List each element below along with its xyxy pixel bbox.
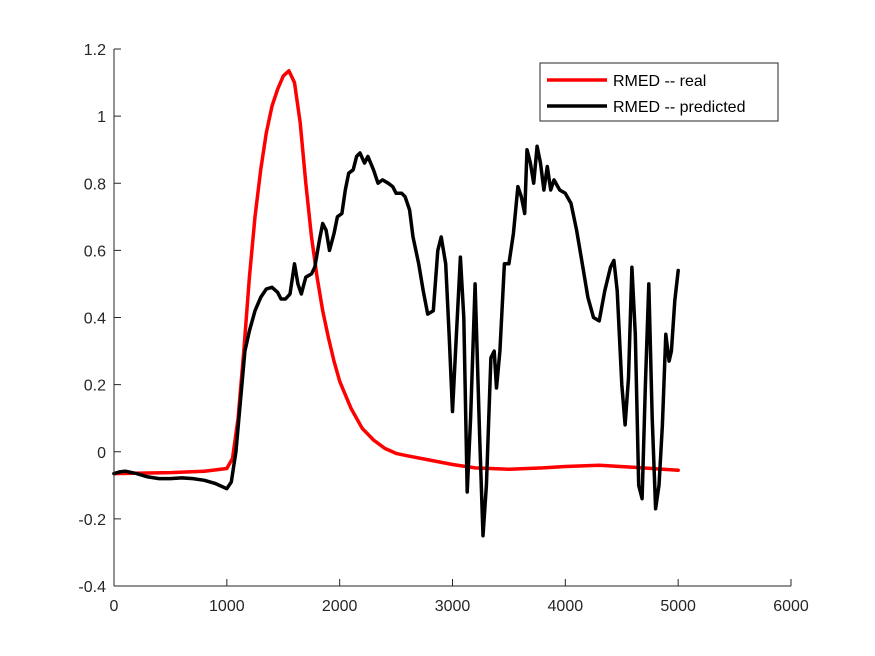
x-tick-label: 1000 xyxy=(209,598,245,615)
series-line-predicted xyxy=(112,144,680,538)
legend: RMED -- real RMED -- predicted xyxy=(539,62,779,122)
y-tick-label: 0.6 xyxy=(84,243,106,260)
y-tick-label: 0.2 xyxy=(84,378,106,395)
x-tick-label: 4000 xyxy=(548,598,584,615)
x-tick-label: 2000 xyxy=(322,598,358,615)
x-tick-label: 6000 xyxy=(773,598,809,615)
y-tick-label: 0.8 xyxy=(84,176,106,193)
y-tick-label: -0.4 xyxy=(78,579,106,596)
legend-label-predicted: RMED -- predicted xyxy=(613,99,745,116)
y-tick-label: 1 xyxy=(97,109,106,126)
x-tick-label: 3000 xyxy=(435,598,471,615)
legend-box xyxy=(539,62,779,122)
y-tick-label: -0.2 xyxy=(78,512,106,529)
y-tick-label: 0.4 xyxy=(84,311,106,328)
series-layer xyxy=(112,69,680,538)
x-ticks: 0 1000 2000 3000 4000 5000 6000 xyxy=(110,579,809,615)
x-tick-label: 0 xyxy=(110,598,119,615)
y-ticks: -0.4 -0.2 0 0.2 0.4 0.6 0.8 1 1.2 xyxy=(78,42,121,596)
plot-area xyxy=(114,49,791,586)
y-tick-label: 1.2 xyxy=(84,42,106,59)
y-tick-label: 0 xyxy=(97,445,106,462)
x-tick-label: 5000 xyxy=(660,598,696,615)
legend-label-real: RMED -- real xyxy=(613,73,706,90)
